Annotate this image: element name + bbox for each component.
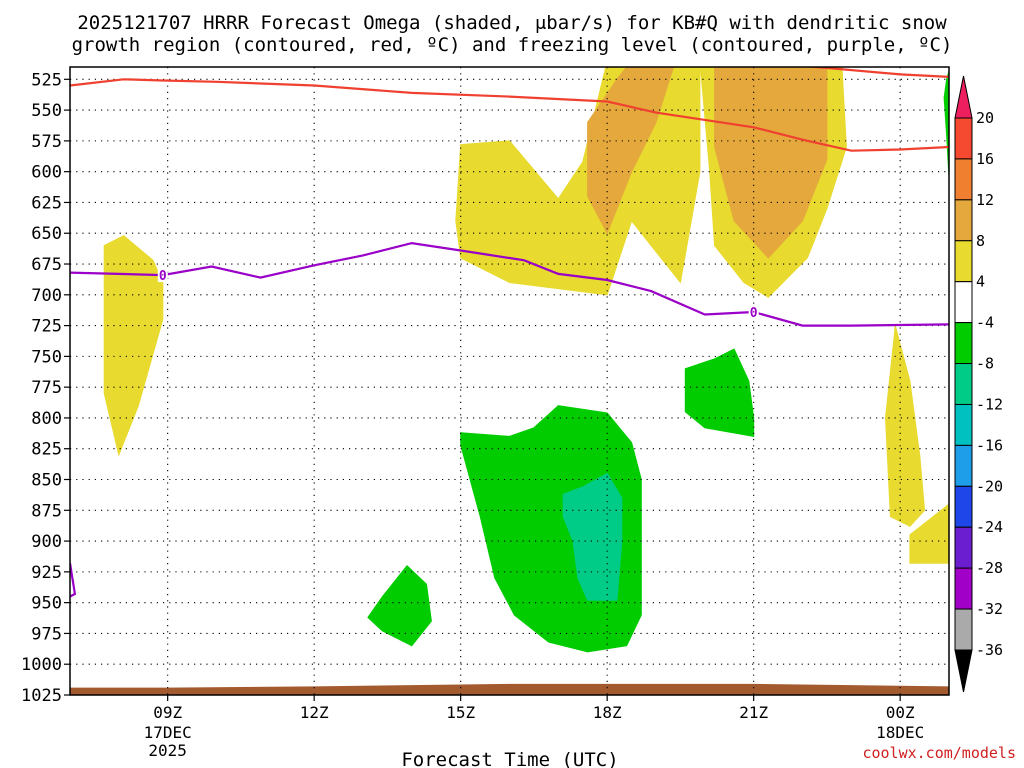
colorbar-label-10: -24	[976, 518, 1003, 536]
colorbar-label-1: 16	[976, 150, 994, 168]
contour-label-1-1: 0	[750, 306, 758, 321]
ytick-label-700: 700	[31, 286, 62, 306]
colorbar-box-5	[954, 322, 973, 365]
xtick-label-15Z: 15Z	[446, 703, 475, 722]
colorbar: 20 16 12 8 4 -4 -8 -12 -16 -20 -24 -28 -32 -36	[954, 75, 1003, 693]
omega-region-0	[103, 235, 164, 457]
omega-shaded-regions	[70, 67, 949, 695]
contour-label-1-0: 0	[159, 269, 167, 284]
ytick-label-850: 850	[31, 471, 62, 491]
ytick-label-575: 575	[31, 132, 62, 152]
colorbar-box-9	[954, 485, 973, 528]
credit-text: coolwx.com/models	[862, 744, 1016, 762]
ytick-label-675: 675	[31, 255, 62, 275]
x-axis-label: Forecast Time (UTC)	[401, 749, 618, 768]
omega-region-7	[684, 348, 755, 437]
colorbar-box-11	[954, 567, 973, 610]
colorbar-label-2: 12	[976, 191, 994, 209]
xtick-label-09Z: 09Z	[153, 703, 182, 722]
ytick-label-600: 600	[31, 163, 62, 183]
xtick-label-00Z: 00Z	[886, 703, 915, 722]
contour-lines	[70, 67, 949, 598]
colorbar-label-12: -32	[976, 600, 1003, 618]
colorbar-box-2	[954, 199, 973, 242]
chart-title-line1: 2025121707 HRRR Forecast Omega (shaded, …	[77, 12, 947, 34]
colorbar-box-12	[954, 608, 973, 651]
colorbar-box-7	[954, 403, 973, 446]
ytick-label-725: 725	[31, 317, 62, 337]
xtick-label-21Z: 21Z	[739, 703, 768, 722]
xtick-label-18Z: 18Z	[593, 703, 622, 722]
ytick-label-900: 900	[31, 532, 62, 552]
ytick-label-825: 825	[31, 440, 62, 460]
contour-label-bg	[748, 305, 759, 320]
colorbar-box-0	[954, 117, 973, 160]
xtick-year-09Z: 2025	[148, 741, 187, 760]
omega-region-9	[562, 472, 623, 601]
colorbar-label-6: -8	[976, 355, 994, 373]
contour-0-0	[70, 78, 949, 152]
colorbar-box-3	[954, 240, 973, 283]
ytick-label-1025: 1025	[21, 686, 62, 706]
ytick-label-625: 625	[31, 193, 62, 213]
colorbar-label-13: -36	[976, 641, 1003, 659]
y-axis: 525 550 575 600 625 650 675 700 725 750 775 800 825 8…	[21, 70, 70, 706]
colorbar-box-4	[954, 281, 973, 324]
omega-region-6	[909, 503, 949, 564]
colorbar-box-1	[954, 158, 973, 201]
colorbar-top-arrow	[954, 75, 973, 119]
colorbar-label-9: -20	[976, 477, 1003, 495]
contour-1-0	[70, 241, 949, 327]
colorbar-box-8	[954, 444, 973, 487]
contour-0-1	[803, 67, 949, 78]
xtick-date-00Z: 18DEC	[876, 723, 924, 742]
ytick-label-975: 975	[31, 624, 62, 644]
ytick-label-750: 750	[31, 347, 62, 367]
ytick-label-800: 800	[31, 409, 62, 429]
omega-region-4	[714, 67, 828, 259]
colorbar-bottom-arrow	[954, 649, 973, 693]
gridlines	[70, 67, 949, 696]
chart-title-line2: growth region (contoured, red, ºC) and f…	[72, 34, 953, 56]
colorbar-label-8: -16	[976, 436, 1003, 454]
colorbar-box-10	[954, 526, 973, 569]
colorbar-label-3: 8	[976, 232, 985, 250]
ytick-label-525: 525	[31, 70, 62, 90]
contour-label-bg	[157, 268, 168, 283]
colorbar-label-0: 20	[976, 109, 994, 127]
colorbar-label-4: 4	[976, 273, 985, 291]
ytick-label-775: 775	[31, 378, 62, 398]
colorbar-label-7: -12	[976, 395, 1003, 413]
ytick-label-950: 950	[31, 594, 62, 614]
colorbar-box-6	[954, 363, 973, 405]
omega-region-5	[884, 325, 926, 527]
ytick-label-1000: 1000	[21, 655, 62, 675]
contour-labels: 00	[157, 268, 759, 321]
xtick-date-09Z: 17DEC	[144, 723, 192, 742]
xtick-label-12Z: 12Z	[300, 703, 329, 722]
colorbar-label-11: -28	[976, 559, 1003, 577]
ytick-label-925: 925	[31, 563, 62, 583]
omega-region-3	[587, 67, 675, 235]
contour-1-1	[70, 563, 77, 598]
plot-frame	[69, 66, 950, 696]
colorbar-label-5: -4	[976, 314, 994, 332]
ytick-label-650: 650	[31, 224, 62, 244]
terrain-fill	[70, 683, 949, 695]
ytick-label-875: 875	[31, 501, 62, 521]
ytick-label-550: 550	[31, 101, 62, 121]
